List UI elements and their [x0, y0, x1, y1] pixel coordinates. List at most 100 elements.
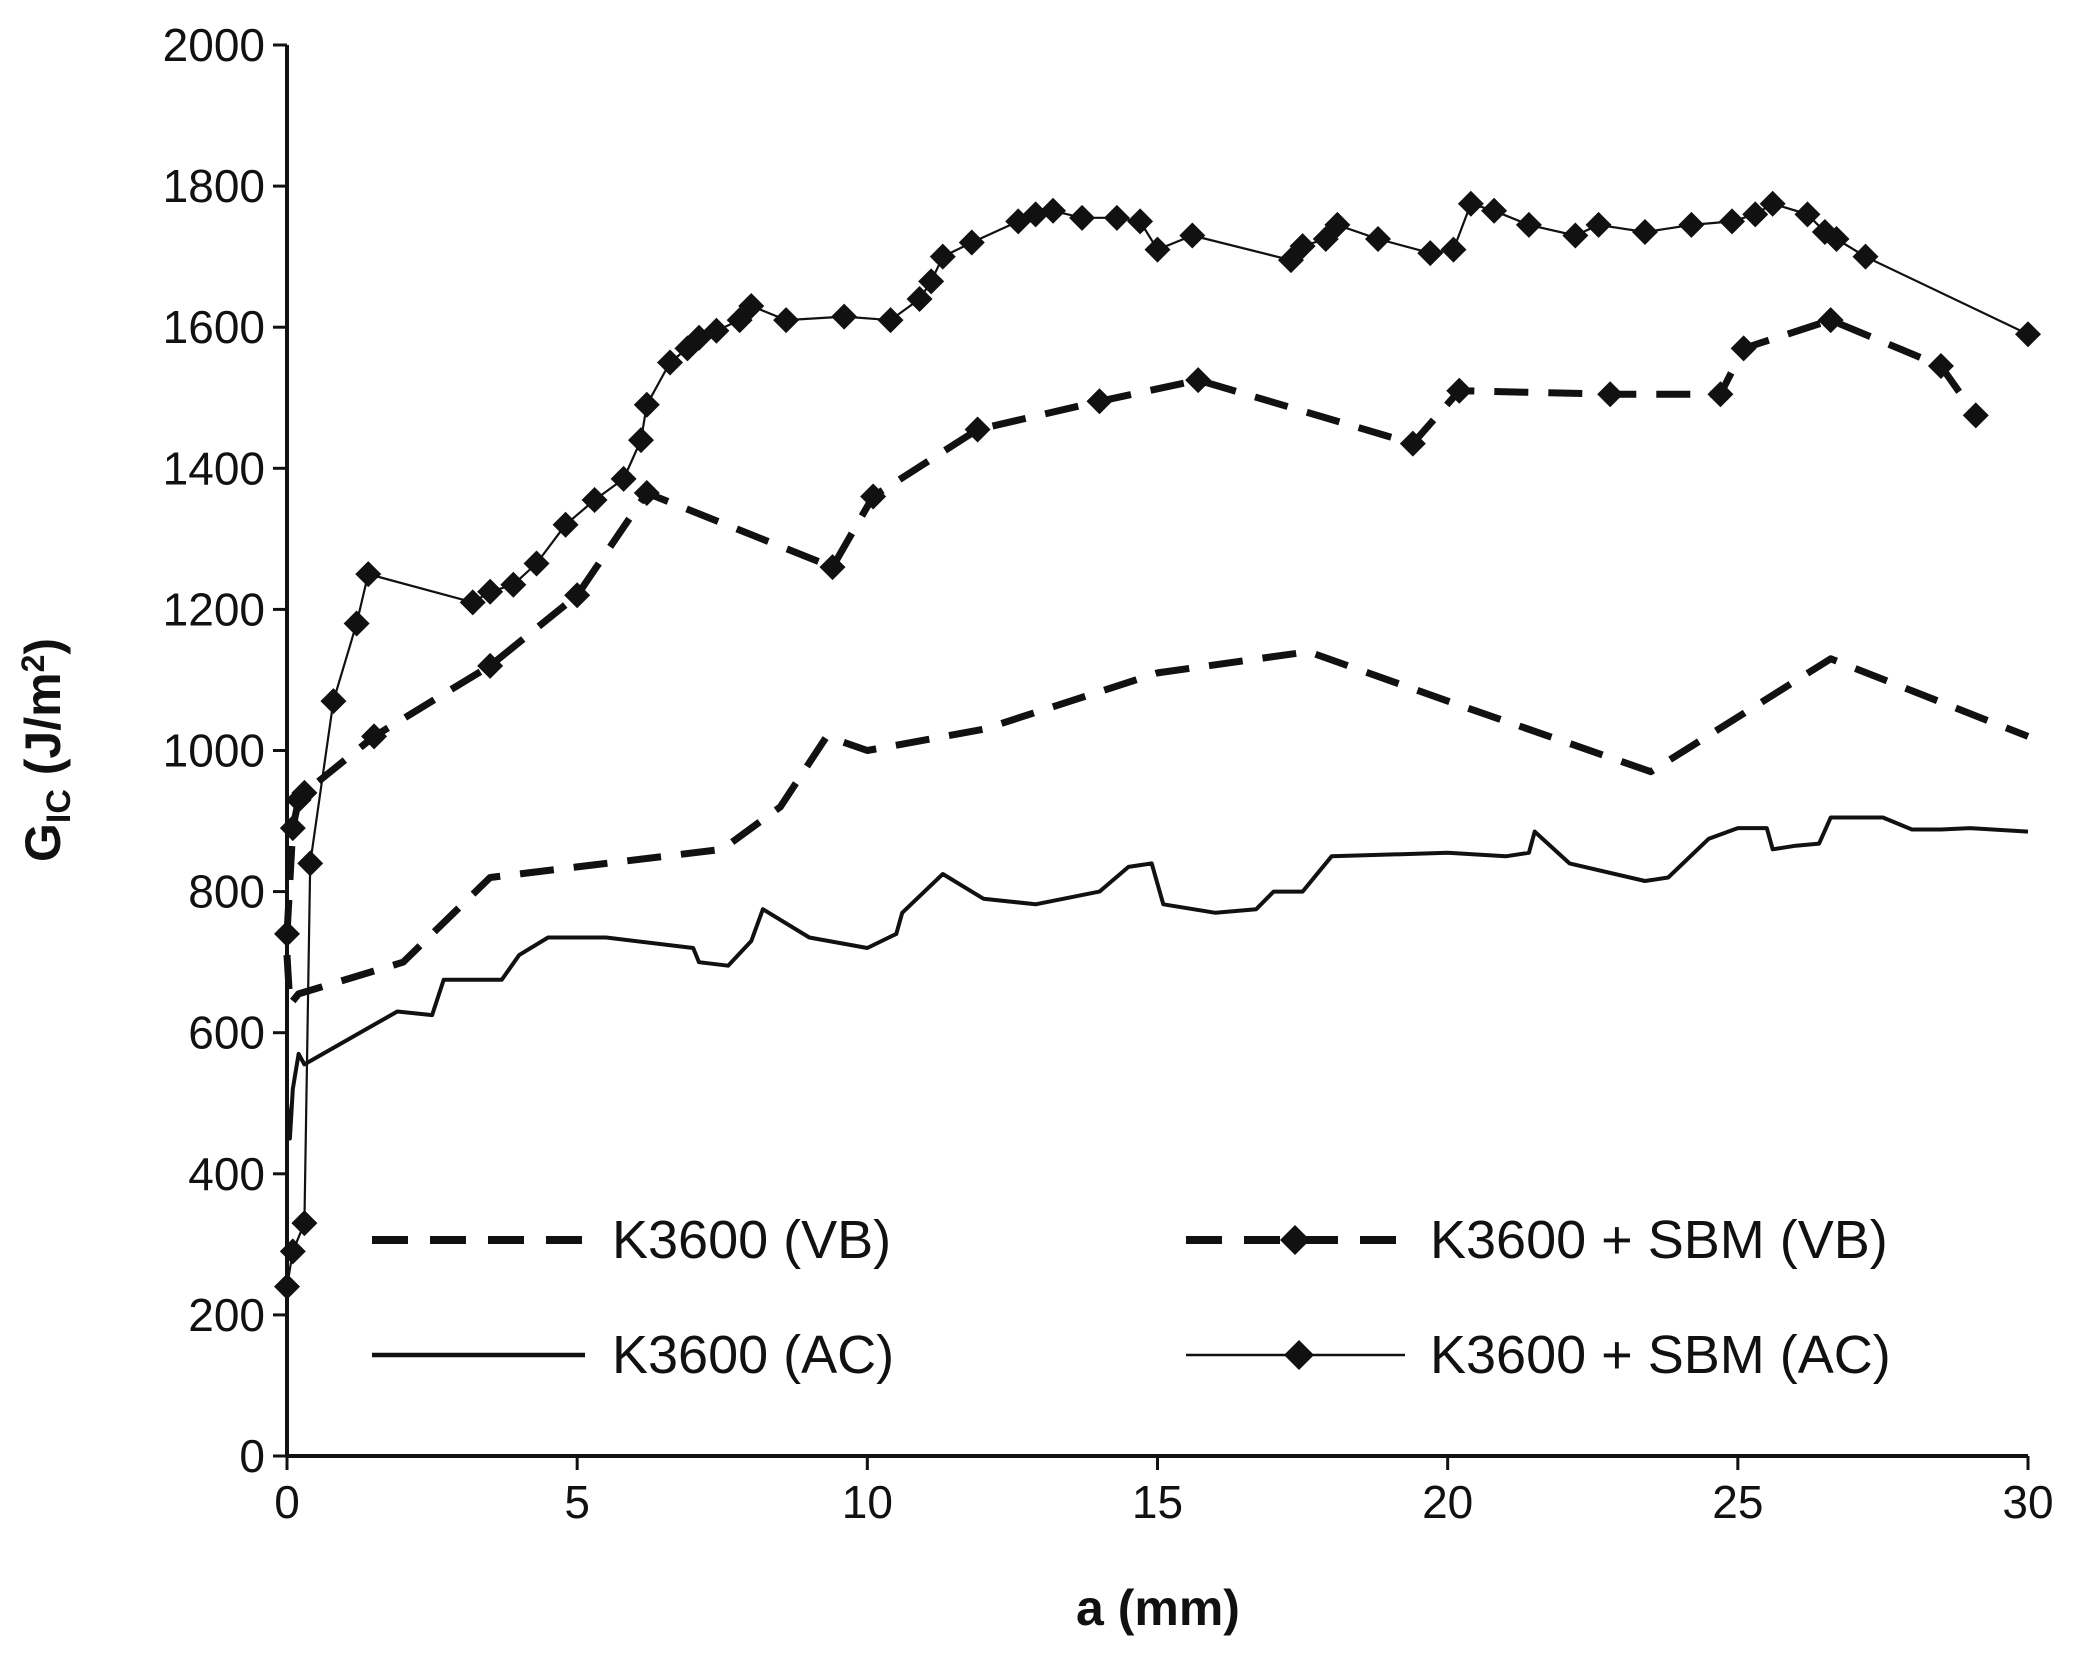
data-point-k3600-sbm-ac — [1440, 236, 1467, 263]
data-point-k3600-sbm-ac — [459, 589, 486, 616]
data-point-k3600-sbm-ac — [738, 293, 765, 320]
series-line-k3600-vb — [283, 648, 2030, 1008]
data-point-k3600-sbm-ac — [1324, 211, 1351, 238]
data-point-k3600-sbm-vb — [1927, 353, 1954, 380]
data-point-k3600-sbm-ac — [320, 688, 347, 715]
data-point-k3600-sbm-vb — [1399, 430, 1426, 457]
y-tick-label: 1000 — [163, 725, 265, 777]
legend-item-k3600-sbm-vb: K3600 + SBM (VB) — [1186, 1210, 1888, 1270]
legend-label-k3600-ac: K3600 (AC) — [612, 1325, 894, 1385]
x-tick-label: 30 — [2002, 1476, 2053, 1528]
data-point-k3600-sbm-vb — [964, 416, 991, 443]
data-point-k3600-sbm-ac — [1515, 211, 1542, 238]
y-tick-label: 800 — [188, 866, 265, 918]
data-point-k3600-sbm-vb — [291, 779, 318, 806]
data-point-k3600-sbm-ac — [1678, 211, 1705, 238]
y-axis-title-units-close: ) — [15, 638, 71, 655]
data-point-k3600-sbm-vb — [1597, 381, 1624, 408]
x-axis-title: a (mm) — [1076, 1580, 1240, 1636]
data-point-k3600-sbm-vb — [819, 554, 846, 581]
data-point-k3600-sbm-vb — [633, 479, 660, 506]
y-tick-label: 600 — [188, 1007, 265, 1059]
data-point-k3600-sbm-ac — [1365, 226, 1392, 253]
data-point-k3600-sbm-ac — [552, 511, 579, 538]
data-point-k3600-sbm-ac — [1022, 201, 1049, 228]
data-point-k3600-sbm-ac — [523, 550, 550, 577]
data-point-k3600-sbm-vb — [1962, 402, 1989, 429]
data-point-k3600-sbm-ac — [1719, 208, 1746, 235]
y-tick-label: 1400 — [163, 442, 265, 494]
series-line-k3600-sbm-ac — [285, 202, 2029, 1287]
y-axis-title-main: G — [15, 823, 71, 862]
data-point-k3600-sbm-vb — [1707, 381, 1734, 408]
data-point-k3600-sbm-ac — [1631, 218, 1658, 245]
data-point-k3600-sbm-ac — [343, 610, 370, 637]
x-tick-label: 15 — [1132, 1476, 1183, 1528]
data-point-k3600-sbm-ac — [657, 349, 684, 376]
data-point-k3600-sbm-ac — [1289, 233, 1316, 260]
legend-item-k3600-sbm-ac: K3600 + SBM (AC) — [1186, 1325, 1891, 1385]
data-point-k3600-sbm-ac — [2015, 321, 2041, 348]
data-point-k3600-sbm-ac — [355, 561, 382, 588]
legend-item-k3600-ac: K3600 (AC) — [372, 1325, 894, 1385]
x-tick-label: 25 — [1712, 1476, 1763, 1528]
data-point-k3600-sbm-ac — [297, 850, 324, 877]
data-point-k3600-sbm-ac — [477, 578, 504, 605]
y-tick-label: 200 — [188, 1289, 265, 1341]
data-point-k3600-sbm-ac — [1417, 240, 1444, 267]
data-point-k3600-sbm-vb — [1730, 335, 1757, 362]
data-point-k3600-sbm-ac — [279, 1238, 306, 1265]
axes: 0 200 400 600 800 1000 1200 1400 1600 1800 2000 0 5… — [163, 19, 2054, 1528]
data-point-k3600-sbm-ac — [703, 317, 730, 344]
legend-label-k3600-sbm-vb: K3600 + SBM (VB) — [1430, 1210, 1888, 1270]
data-point-k3600-sbm-ac — [877, 307, 904, 334]
y-tick-label: 400 — [188, 1148, 265, 1200]
data-point-k3600-sbm-vb — [1446, 377, 1473, 404]
data-point-k3600-sbm-vb — [279, 815, 306, 842]
data-point-k3600-sbm-ac — [1585, 211, 1612, 238]
data-point-k3600-sbm-ac — [1069, 204, 1096, 231]
data-point-k3600-sbm-vb — [860, 483, 887, 510]
data-point-k3600-sbm-ac — [581, 487, 608, 514]
y-axis-title: GIC (J/m2) — [15, 638, 78, 862]
x-tick-label: 5 — [564, 1476, 590, 1528]
y-tick-label: 0 — [239, 1430, 265, 1482]
data-point-k3600-sbm-vb — [1086, 388, 1113, 415]
x-ticks: 0 5 10 15 20 25 30 — [274, 1456, 2054, 1528]
y-ticks: 0 200 400 600 800 1000 1200 1400 1600 1800 2000 — [163, 19, 287, 1482]
legend-item-k3600-vb: K3600 (VB) — [372, 1210, 891, 1270]
y-axis-title-units: (J/m — [15, 672, 71, 789]
data-point-k3600-sbm-ac — [1759, 190, 1786, 217]
data-point-k3600-sbm-ac — [274, 1273, 300, 1300]
series-k3600-ac — [285, 815, 2029, 1141]
data-point-k3600-sbm-vb — [274, 920, 300, 947]
data-point-k3600-sbm-ac — [628, 427, 655, 454]
series-layer — [274, 190, 2041, 1300]
y-tick-label: 1600 — [163, 301, 265, 353]
data-point-k3600-sbm-ac — [1179, 222, 1206, 249]
data-point-k3600-sbm-ac — [929, 243, 956, 270]
data-point-k3600-sbm-ac — [1481, 197, 1508, 224]
y-tick-label: 2000 — [163, 19, 265, 71]
data-point-k3600-sbm-vb — [361, 723, 388, 750]
y-tick-label: 1800 — [163, 160, 265, 212]
data-point-k3600-sbm-ac — [906, 285, 933, 312]
series-line-k3600-ac — [285, 815, 2029, 1141]
data-point-k3600-sbm-vb — [564, 582, 591, 609]
data-point-k3600-sbm-ac — [1144, 236, 1171, 263]
data-point-k3600-sbm-ac — [500, 571, 527, 598]
data-point-k3600-sbm-ac — [831, 303, 858, 330]
legend: K3600 (VB) K3600 + SBM (VB) K3600 (AC) K… — [372, 1210, 1891, 1385]
data-point-k3600-sbm-ac — [1794, 201, 1821, 228]
data-point-k3600-sbm-ac — [1457, 190, 1484, 217]
data-point-k3600-sbm-ac — [1852, 243, 1879, 270]
data-point-k3600-sbm-ac — [633, 391, 660, 418]
y-tick-label: 1200 — [163, 583, 265, 635]
data-point-k3600-sbm-ac — [958, 229, 985, 256]
data-point-k3600-sbm-ac — [291, 1210, 318, 1237]
data-point-k3600-sbm-ac — [1742, 201, 1769, 228]
legend-marker-k3600-sbm-ac — [1284, 1340, 1314, 1370]
data-point-k3600-sbm-ac — [1127, 208, 1154, 235]
data-point-k3600-sbm-ac — [1562, 222, 1589, 249]
